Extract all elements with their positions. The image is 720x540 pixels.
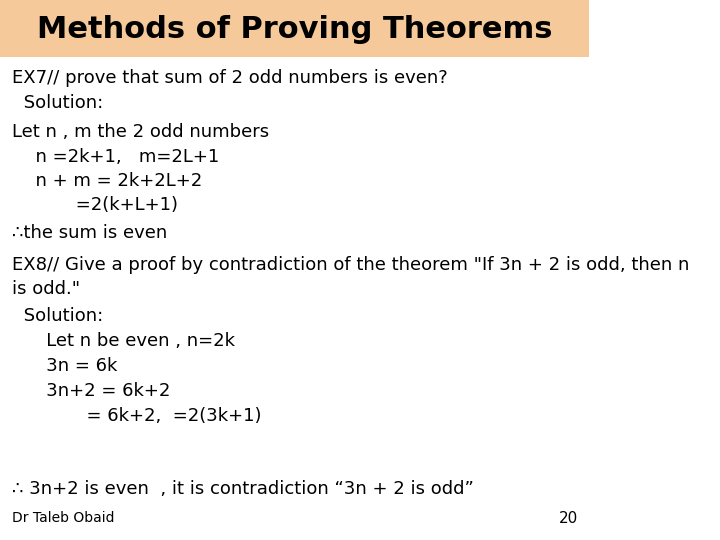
Text: ∴ 3n+2 is even  , it is contradiction “3n + 2 is odd”: ∴ 3n+2 is even , it is contradiction “3n… (12, 480, 474, 498)
Text: =2(k+L+1): =2(k+L+1) (24, 196, 178, 214)
Text: 20: 20 (559, 511, 577, 526)
Text: Let n be even , n=2k: Let n be even , n=2k (30, 332, 235, 350)
Text: 3n+2 = 6k+2: 3n+2 = 6k+2 (30, 382, 171, 400)
Text: Let n , m the 2 odd numbers: Let n , m the 2 odd numbers (12, 123, 269, 141)
Text: Solution:: Solution: (18, 93, 103, 112)
Text: ∴the sum is even: ∴the sum is even (12, 224, 167, 242)
Text: 3n = 6k: 3n = 6k (30, 357, 118, 375)
Text: Dr Taleb Obaid: Dr Taleb Obaid (12, 511, 114, 525)
Text: Methods of Proving Theorems: Methods of Proving Theorems (37, 15, 552, 44)
Text: = 6k+2,  =2(3k+1): = 6k+2, =2(3k+1) (30, 407, 262, 425)
FancyBboxPatch shape (0, 0, 590, 57)
Text: is odd.": is odd." (12, 280, 80, 298)
Text: EX7// prove that sum of 2 odd numbers is even?: EX7// prove that sum of 2 odd numbers is… (12, 69, 448, 87)
Text: EX8// Give a proof by contradiction of the theorem "If 3n + 2 is odd, then n: EX8// Give a proof by contradiction of t… (12, 255, 689, 274)
Text: n =2k+1,   m=2L+1: n =2k+1, m=2L+1 (24, 147, 219, 166)
Text: Solution:: Solution: (18, 307, 103, 325)
Text: n + m = 2k+2L+2: n + m = 2k+2L+2 (24, 172, 202, 190)
